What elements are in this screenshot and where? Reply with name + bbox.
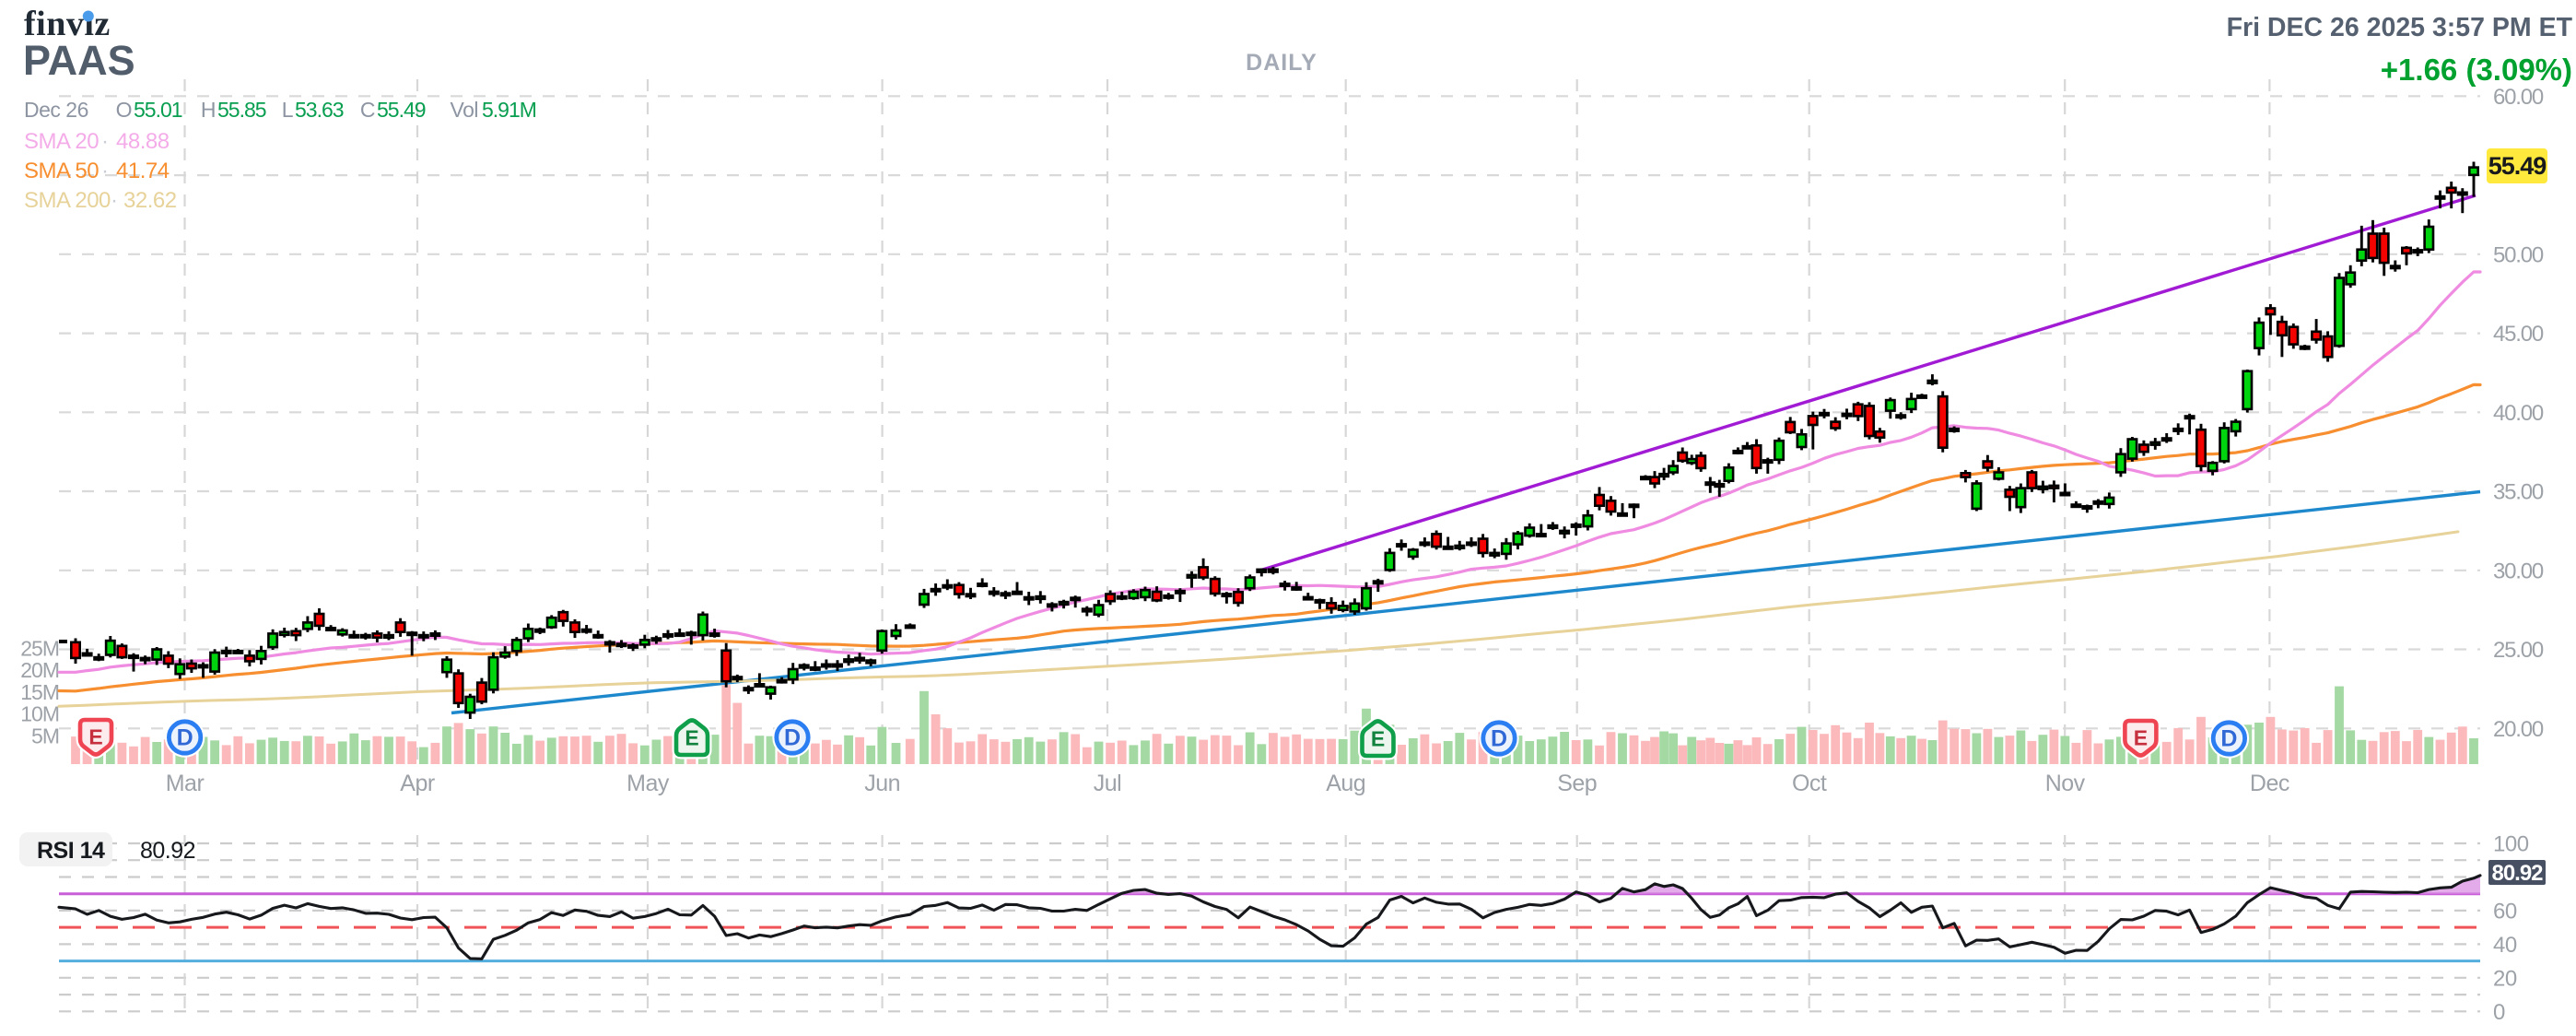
svg-text:55.49: 55.49 (377, 98, 426, 122)
svg-text:Vol: Vol (451, 98, 478, 122)
svg-text:E: E (1371, 727, 1385, 751)
svg-text:50.00: 50.00 (2493, 242, 2544, 267)
svg-text:45.00: 45.00 (2493, 322, 2544, 347)
svg-text:Apr: Apr (400, 771, 435, 796)
svg-text:Jul: Jul (1094, 771, 1121, 796)
svg-text:32.62: 32.62 (123, 188, 177, 213)
svg-text:D: D (2220, 726, 2237, 752)
svg-text:60: 60 (2493, 899, 2517, 924)
svg-text:D: D (1491, 726, 1507, 752)
svg-text:O: O (116, 98, 132, 122)
svg-text:+1.66 (3.09%): +1.66 (3.09%) (2381, 53, 2572, 87)
svg-text:Nov: Nov (2045, 771, 2086, 796)
svg-text:35.00: 35.00 (2493, 480, 2544, 505)
svg-text:Jun: Jun (864, 771, 900, 796)
svg-text:E: E (685, 726, 698, 750)
svg-text:·: · (101, 129, 109, 154)
svg-text:Oct: Oct (1792, 771, 1827, 796)
svg-text:C: C (360, 98, 375, 122)
svg-text:Mar: Mar (166, 771, 205, 796)
svg-text:20M: 20M (20, 658, 59, 682)
svg-text:DAILY: DAILY (1246, 50, 1317, 76)
svg-text:20: 20 (2493, 966, 2517, 991)
svg-text:20.00: 20.00 (2493, 717, 2544, 742)
svg-text:finviz: finviz (24, 5, 111, 43)
svg-text:55.01: 55.01 (134, 98, 182, 122)
svg-text:H: H (201, 98, 216, 122)
svg-text:41.74: 41.74 (116, 159, 170, 183)
svg-text:53.63: 53.63 (295, 98, 344, 122)
svg-text:40: 40 (2493, 933, 2517, 958)
svg-text:Dec: Dec (2250, 771, 2289, 796)
svg-text:0: 0 (2493, 1000, 2505, 1025)
svg-text:RSI 14: RSI 14 (37, 838, 105, 864)
svg-text:Dec 26: Dec 26 (24, 98, 88, 122)
svg-text:SMA 200: SMA 200 (24, 188, 111, 213)
svg-text:L: L (282, 98, 294, 122)
svg-text:PAAS: PAAS (23, 37, 135, 84)
svg-text:·: · (101, 159, 109, 183)
svg-text:55.49: 55.49 (2488, 152, 2547, 180)
svg-text:60.00: 60.00 (2493, 85, 2544, 110)
svg-text:10M: 10M (20, 702, 59, 726)
svg-text:·: · (111, 188, 118, 213)
svg-text:100: 100 (2493, 832, 2529, 857)
svg-text:40.00: 40.00 (2493, 401, 2544, 426)
svg-text:E: E (88, 725, 102, 749)
svg-text:D: D (784, 725, 801, 751)
svg-text:30.00: 30.00 (2493, 559, 2544, 583)
svg-text:25.00: 25.00 (2493, 638, 2544, 663)
svg-text:May: May (626, 771, 670, 796)
svg-text:Sep: Sep (1557, 771, 1597, 796)
svg-text:55.85: 55.85 (217, 98, 266, 122)
svg-text:SMA 20: SMA 20 (24, 129, 99, 154)
svg-text:E: E (2134, 726, 2148, 750)
svg-text:Aug: Aug (1326, 771, 1365, 796)
svg-text:5M: 5M (31, 724, 59, 748)
svg-text:5.91M: 5.91M (482, 98, 536, 122)
svg-text:Fri DEC 26 2025 3:57 PM ET: Fri DEC 26 2025 3:57 PM ET (2227, 13, 2573, 42)
svg-text:D: D (177, 725, 193, 751)
svg-text:25M: 25M (20, 637, 59, 661)
svg-text:15M: 15M (20, 680, 59, 704)
svg-text:80.92: 80.92 (2491, 861, 2543, 886)
svg-text:80.92: 80.92 (140, 838, 195, 864)
svg-text:48.88: 48.88 (116, 129, 170, 154)
svg-text:SMA 50: SMA 50 (24, 159, 99, 183)
